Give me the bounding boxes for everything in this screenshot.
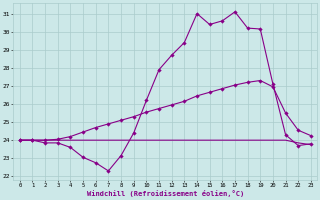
X-axis label: Windchill (Refroidissement éolien,°C): Windchill (Refroidissement éolien,°C) [87,190,244,197]
